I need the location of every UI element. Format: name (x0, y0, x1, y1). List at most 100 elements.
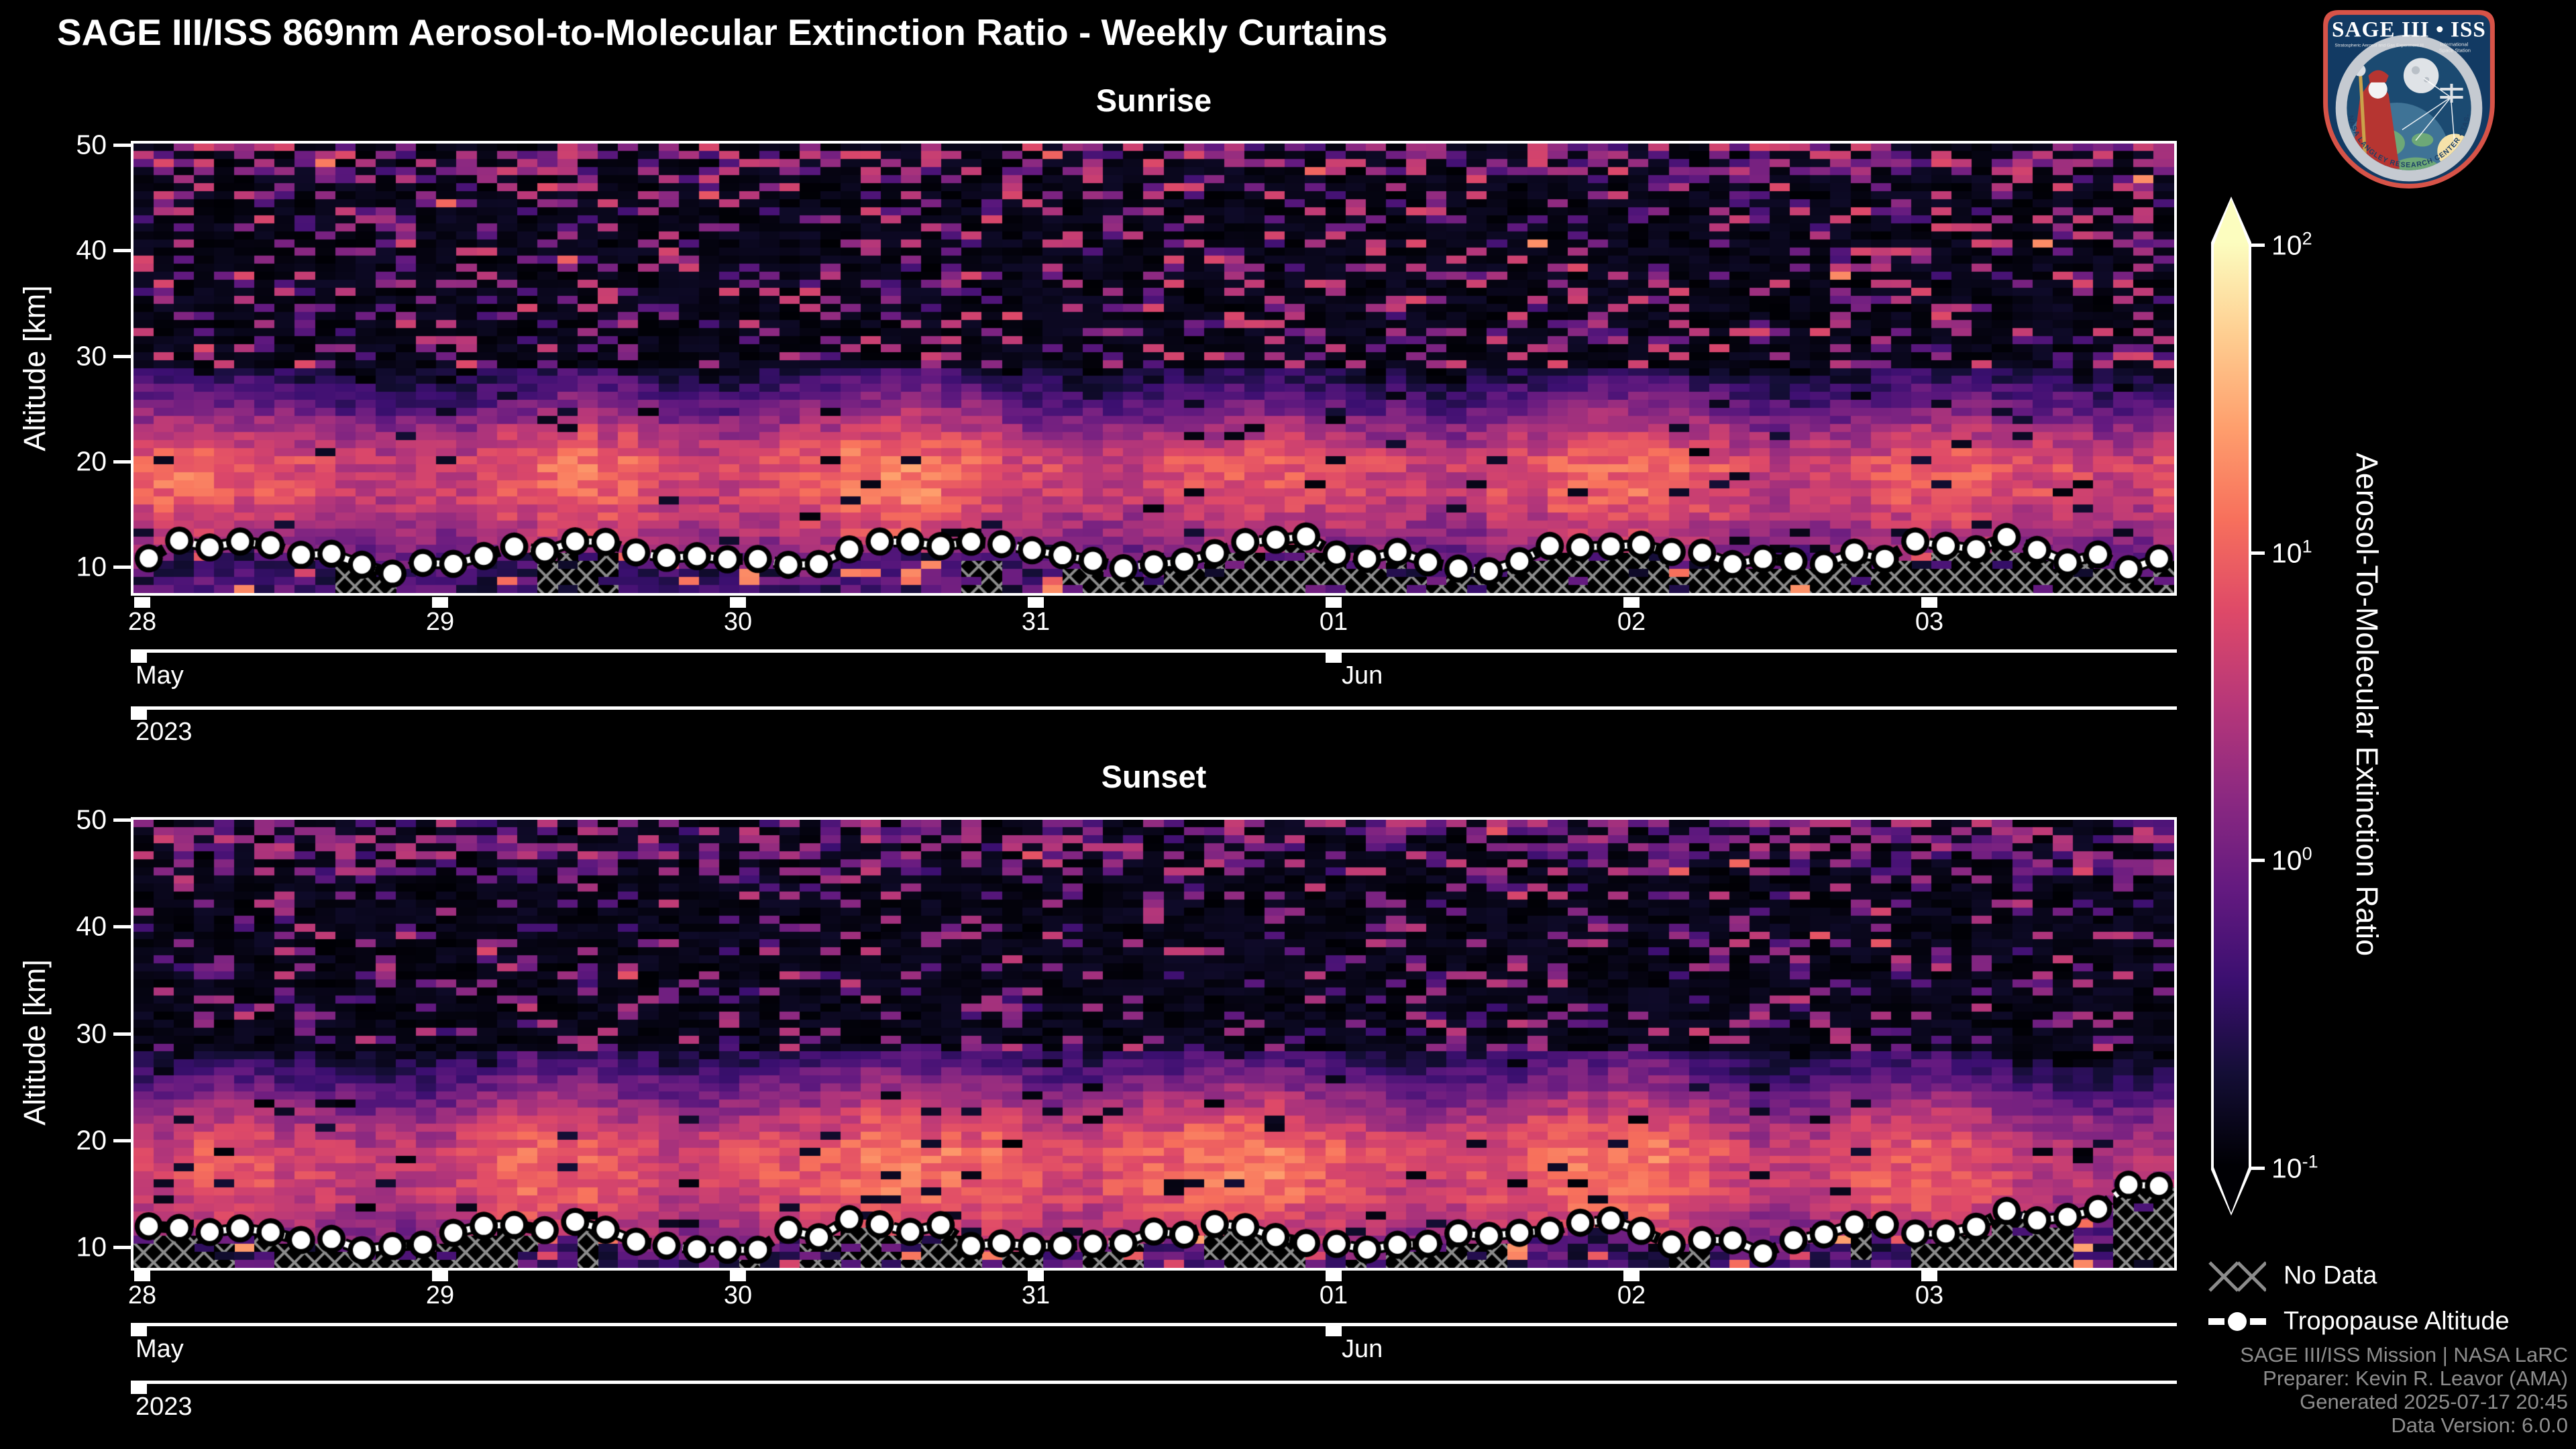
x-tick (1028, 597, 1044, 608)
x-tick-label: 28 (127, 608, 157, 636)
logo-subtitle-left: Stratospheric Aerosol and Gas Experiment… (2334, 43, 2424, 48)
x-tick-label: 29 (425, 608, 455, 636)
month-boundary-tick (1326, 653, 1342, 663)
x-tick (432, 1271, 448, 1281)
colorbar-tick (2251, 859, 2265, 863)
y-tick-label: 50 (76, 129, 107, 160)
y-tick-label: 50 (76, 804, 107, 835)
y-tick-label: 30 (76, 1018, 107, 1049)
year-separator-line (131, 1381, 2177, 1384)
x-tick (730, 597, 746, 608)
y-tick (113, 354, 131, 358)
legend-no-data-swatch (2208, 1261, 2266, 1292)
logo-ring (2335, 34, 2483, 182)
y-tick-label: 40 (76, 234, 107, 266)
y-tick-label: 20 (76, 1124, 107, 1156)
x-tick-label: 01 (1319, 608, 1348, 636)
x-tick (1028, 1271, 1044, 1281)
year-label: 2023 (136, 718, 193, 746)
y-tick (113, 460, 131, 464)
y-tick (113, 1138, 131, 1142)
footer-credits: SAGE III/ISS Mission | NASA LaRC Prepare… (2240, 1343, 2568, 1437)
footer-line-mission: SAGE III/ISS Mission | NASA LaRC (2240, 1343, 2568, 1366)
logo-moon (2403, 58, 2439, 93)
colorbar-tick-label: 101 (2271, 536, 2312, 568)
month-label: Jun (1342, 661, 1383, 690)
month-label: Jun (1342, 1335, 1383, 1363)
x-tick-label: 02 (1617, 1281, 1646, 1309)
logo-title: SAGE III • ISS (2332, 17, 2486, 42)
month-boundary-tick (1326, 1326, 1342, 1336)
y-tick (113, 1032, 131, 1036)
footer-line-generated: Generated 2025-07-17 20:45 (2300, 1390, 2568, 1413)
colorbar-axis-label: Aerosol-To-Molecular Extinction Ratio (2350, 452, 2384, 957)
month-boundary-tick (131, 1326, 147, 1336)
footer-line-version: Data Version: 6.0.0 (2391, 1413, 2568, 1437)
logo-subtitle-right: International Space Station (2439, 41, 2471, 53)
legend-tropopause-swatch (2208, 1312, 2266, 1331)
colorbar-tick (2251, 1167, 2265, 1170)
x-tick (134, 597, 150, 608)
panel-title-sunset: Sunset (1101, 759, 1207, 794)
y-tick (113, 144, 131, 147)
x-tick-label: 28 (127, 1281, 157, 1309)
footer-line-preparer: Preparer: Kevin R. Leavor (AMA) (2263, 1366, 2568, 1390)
logo-sight-lines (2402, 78, 2456, 149)
y-tick (113, 249, 131, 253)
year-boundary-tick (131, 1384, 147, 1394)
month-separator-line (131, 649, 2177, 653)
y-tick (113, 818, 131, 822)
x-tick (134, 1271, 150, 1281)
y-tick-label: 10 (76, 551, 107, 582)
year-boundary-tick (131, 710, 147, 720)
x-tick (1326, 597, 1342, 608)
logo-continent (2412, 133, 2434, 147)
x-tick-label: 30 (723, 1281, 753, 1309)
colorbar-tick (2251, 244, 2265, 247)
colorbar-gradient (2214, 199, 2249, 1213)
month-label: May (136, 1335, 184, 1363)
year-separator-line (131, 706, 2177, 710)
logo-continent (2388, 157, 2443, 170)
x-tick-label: 03 (1915, 1281, 1944, 1309)
month-boundary-tick (131, 653, 147, 663)
x-tick-label: 30 (723, 608, 753, 636)
y-tick-label: 40 (76, 910, 107, 942)
panel-title-sunrise: Sunrise (1095, 83, 1212, 118)
legend-no-data-label: No Data (2284, 1261, 2377, 1290)
heatmap-canvas-sunrise (133, 144, 2174, 593)
x-tick-label: 31 (1021, 1281, 1051, 1309)
x-tick-label: 03 (1915, 608, 1944, 636)
month-separator-line (131, 1323, 2177, 1326)
year-label: 2023 (136, 1393, 193, 1421)
x-tick-label: 02 (1617, 608, 1646, 636)
x-tick (432, 597, 448, 608)
y-tick-label: 10 (76, 1231, 107, 1263)
x-tick-label: 29 (425, 1281, 455, 1309)
figure-title: SAGE III/ISS 869nm Aerosol-to-Molecular … (57, 11, 1388, 53)
y-tick (113, 1246, 131, 1249)
y-tick (113, 566, 131, 569)
legend-tropopause-label: Tropopause Altitude (2284, 1307, 2510, 1336)
month-label: May (136, 661, 184, 690)
x-tick-label: 31 (1021, 608, 1051, 636)
heatmap-panel-sunset (131, 817, 2177, 1271)
colorbar (2211, 197, 2251, 1216)
colorbar-tick-label: 10-1 (2271, 1151, 2318, 1184)
x-tick (1623, 1271, 1640, 1281)
x-tick (1921, 1271, 1937, 1281)
colorbar-tick-label: 102 (2271, 228, 2312, 261)
logo-moon-crater (2412, 66, 2420, 74)
x-tick (1623, 597, 1640, 608)
colorbar-tick-label: 100 (2271, 844, 2312, 876)
sage-iss-mission-patch-logo: SAGE III • ISS Stratospheric Aerosol and… (2321, 8, 2495, 189)
colorbar-tick (2251, 551, 2265, 555)
x-tick-label: 01 (1319, 1281, 1348, 1309)
heatmap-canvas-sunset (133, 820, 2174, 1268)
heatmap-panel-sunrise (131, 141, 2177, 596)
x-tick (1921, 597, 1937, 608)
logo-iss (2440, 83, 2463, 103)
y-tick (113, 925, 131, 929)
x-tick (1326, 1271, 1342, 1281)
